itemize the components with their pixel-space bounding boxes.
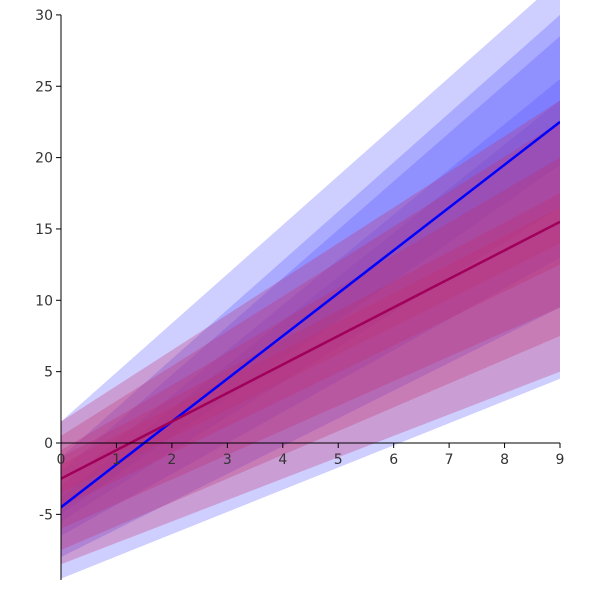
series-1-band-0 (61, 100, 560, 565)
x-tick-label: 8 (500, 452, 509, 468)
x-tick-label: 0 (57, 452, 66, 468)
confidence-bands (61, 0, 560, 579)
x-tick-label: 9 (556, 452, 565, 468)
x-tick-label: 3 (223, 452, 232, 468)
y-tick-label: 5 (44, 365, 53, 381)
y-tick-label: 0 (44, 436, 53, 452)
x-tick-label: 7 (445, 452, 454, 468)
y-tick-label: -5 (39, 507, 53, 523)
y-tick-label: 25 (35, 79, 53, 95)
y-tick-label: 15 (35, 222, 53, 238)
x-tick-label: 5 (334, 452, 343, 468)
x-tick-label: 4 (278, 452, 287, 468)
series-1-band-2 (61, 157, 560, 529)
series-1-line (61, 220, 560, 480)
y-tick-label: 10 (35, 293, 53, 309)
series-0-band-0 (61, 0, 560, 579)
axes: -5 0 5 10 15 20 25 30 0 1 2 3 4 5 6 7 8 9 (35, 8, 564, 580)
y-tick-label: 30 (35, 8, 53, 24)
x-tick-label: 6 (389, 452, 398, 468)
series-0-band-1 (61, 14, 560, 558)
x-tick-label: 1 (112, 452, 121, 468)
y-tick-label: 20 (35, 151, 53, 167)
x-tick-label: 2 (167, 452, 176, 468)
